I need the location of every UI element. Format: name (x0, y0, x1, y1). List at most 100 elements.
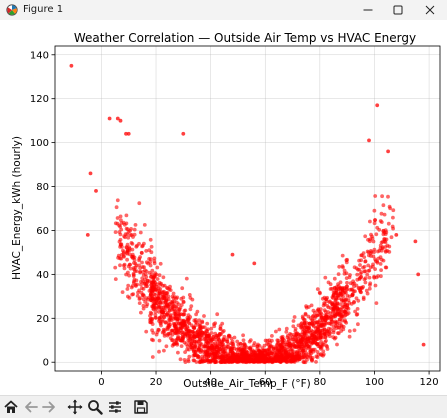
scatter-point (118, 237, 123, 242)
scatter-point (352, 299, 356, 304)
scatter-point (126, 270, 130, 275)
scatter-point (118, 118, 123, 123)
scatter-point (242, 347, 247, 352)
scatter-point (371, 262, 375, 267)
scatter-point (367, 275, 372, 280)
scatter-point (139, 251, 144, 255)
scatter-point (246, 353, 251, 358)
scatter-point (175, 318, 180, 323)
scatter-point (345, 257, 349, 262)
scatter-point (183, 350, 188, 354)
scatter-point (320, 328, 325, 332)
scatter-point (373, 218, 377, 223)
scatter-point (144, 275, 149, 279)
scatter-point (149, 244, 154, 249)
scatter-point (211, 334, 216, 339)
scatter-point (163, 305, 168, 310)
scatter-point (359, 258, 363, 263)
scatter-point (288, 354, 293, 359)
scatter-point (347, 329, 352, 333)
scatter-point (343, 313, 347, 318)
scatter-point (317, 290, 322, 295)
scatter-point (94, 189, 98, 193)
scatter-point (150, 296, 155, 301)
scatter-point (345, 280, 349, 285)
scatter-point (182, 332, 187, 336)
scatter-point (171, 338, 175, 343)
scatter-point (148, 237, 153, 242)
scatter-point (229, 341, 234, 346)
scatter-point (315, 287, 320, 291)
close-button[interactable] (415, 0, 445, 20)
scatter-point (144, 304, 149, 309)
scatter-point (311, 308, 316, 313)
pan-button[interactable] (66, 398, 84, 416)
scatter-point (222, 359, 226, 364)
configure-subplots-button[interactable] (106, 398, 124, 416)
scatter-point (157, 338, 162, 343)
scatter-point (199, 342, 204, 347)
scatter-point (328, 287, 333, 291)
scatter-point (362, 277, 367, 282)
scatter-point (300, 346, 304, 351)
scatter-point (130, 247, 135, 252)
scatter-point (241, 333, 246, 338)
scatter-point (191, 358, 196, 363)
zoom-button[interactable] (86, 398, 104, 416)
scatter-point (235, 339, 240, 344)
scatter-point (119, 218, 123, 223)
scatter-point (140, 260, 144, 265)
scatter-point (222, 338, 226, 342)
scatter-point (200, 319, 205, 324)
scatter-point (178, 305, 183, 310)
scatter-point (210, 345, 214, 350)
scatter-point (232, 335, 237, 340)
forward-button[interactable] (40, 398, 58, 416)
scatter-point (148, 310, 153, 315)
scatter-point (187, 329, 192, 334)
zoom-icon (88, 400, 103, 415)
scatter-point (375, 260, 380, 265)
maximize-button[interactable] (383, 0, 413, 20)
scatter-point (202, 314, 206, 318)
scatter-point (210, 358, 215, 363)
scatter-point (158, 315, 162, 320)
scatter-point (230, 252, 235, 257)
scatter-point (213, 331, 218, 336)
home-button[interactable] (2, 398, 20, 416)
minimize-button[interactable] (353, 0, 383, 20)
scatter-point (126, 235, 131, 240)
scatter-point (291, 337, 296, 342)
scatter-point (140, 243, 145, 248)
scatter-point (200, 334, 205, 338)
scatter-point (152, 283, 156, 287)
scatter-point (312, 316, 317, 320)
scatter-point (316, 325, 320, 329)
scatter-point (168, 322, 173, 327)
scatter-point (215, 350, 220, 355)
back-button[interactable] (22, 398, 40, 416)
scatter-point (323, 332, 328, 336)
x-tick-label: 20 (150, 377, 163, 388)
scatter-point (88, 171, 93, 176)
y-tick-label: 120 (30, 94, 49, 105)
scatter-point (113, 277, 118, 281)
scatter-point (373, 257, 377, 262)
scatter-point (202, 359, 207, 364)
scatter-point (321, 349, 326, 354)
scatter-point (167, 317, 172, 322)
scatter-point (374, 301, 379, 305)
close-icon (425, 5, 435, 15)
figure-canvas[interactable]: Weather Correlation — Outside Air Temp v… (0, 20, 447, 395)
scatter-point (119, 227, 124, 232)
scatter-point (234, 352, 238, 357)
scatter-point (376, 249, 380, 254)
scatter-point (328, 314, 333, 319)
scatter-point (371, 254, 376, 259)
save-button[interactable] (132, 398, 150, 416)
x-tick-label: 120 (420, 377, 439, 388)
scatter-point (220, 330, 225, 334)
scatter-point (379, 274, 383, 279)
scatter-point (274, 329, 278, 334)
scatter-point (179, 303, 184, 307)
